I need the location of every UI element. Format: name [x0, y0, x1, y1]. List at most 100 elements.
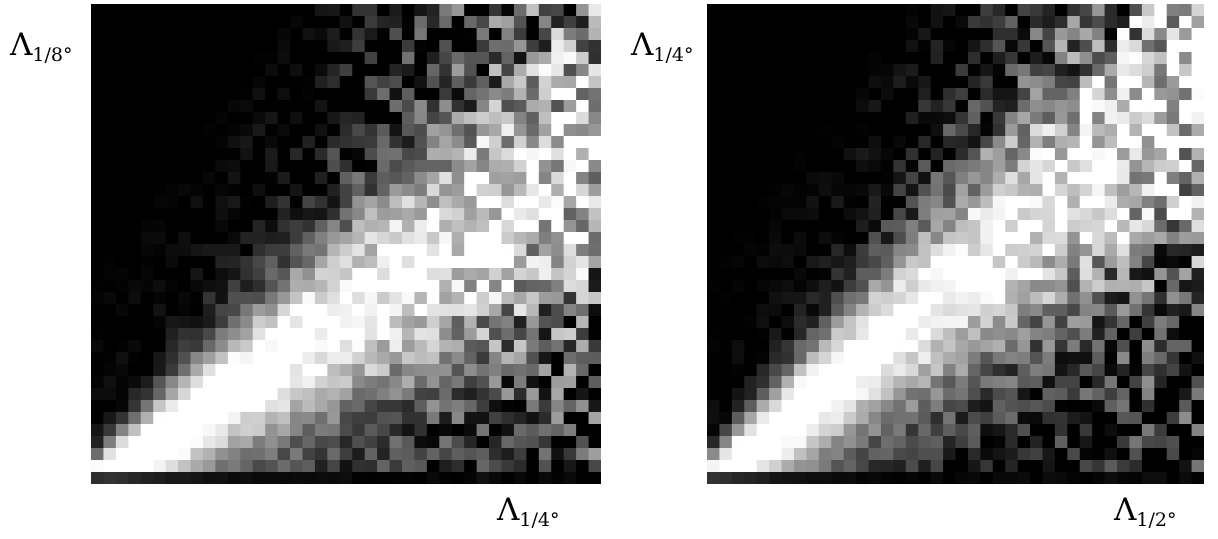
- heatmap-cell: [153, 64, 167, 77]
- heatmap-cell: [930, 172, 944, 185]
- heatmap-cell: [781, 304, 795, 317]
- heatmap-cell: [91, 256, 105, 269]
- heatmap-cell: [806, 280, 820, 293]
- heatmap-cell: [856, 256, 870, 269]
- heatmap-cell: [1141, 40, 1155, 53]
- heatmap-cell: [1054, 352, 1068, 365]
- heatmap-cell: [588, 244, 601, 257]
- heatmap-cell: [339, 424, 353, 437]
- heatmap-cell: [513, 4, 527, 17]
- heatmap-cell: [1042, 460, 1056, 473]
- heatmap-cell: [526, 100, 540, 113]
- heatmap-cell: [401, 40, 416, 53]
- heatmap-cell: [526, 400, 540, 413]
- heatmap-cell: [769, 172, 783, 185]
- heatmap-cell: [1067, 220, 1081, 233]
- heatmap-cell: [1042, 196, 1056, 209]
- heatmap-cell: [719, 424, 733, 437]
- heatmap-cell: [893, 268, 907, 281]
- heatmap-cell: [576, 52, 590, 65]
- heatmap-cell: [744, 472, 758, 484]
- heatmap-cell: [980, 52, 994, 65]
- heatmap-cell: [153, 112, 167, 125]
- heatmap-cell: [91, 472, 105, 484]
- heatmap-cell: [128, 244, 142, 257]
- heatmap-cell: [868, 460, 882, 473]
- heatmap-cell: [240, 28, 254, 41]
- heatmap-cell: [339, 412, 353, 425]
- heatmap-cell: [1005, 232, 1019, 245]
- heatmap-cell: [414, 424, 428, 437]
- heatmap-cell: [1079, 196, 1093, 209]
- heatmap-cell: [806, 304, 820, 317]
- heatmap-cell: [930, 388, 944, 401]
- heatmap-cell: [1005, 136, 1019, 149]
- heatmap-cell: [905, 136, 919, 149]
- heatmap-cell: [377, 184, 391, 197]
- heatmap-cell: [967, 328, 981, 341]
- heatmap-cell: [731, 100, 745, 113]
- heatmap-cell: [1005, 52, 1019, 65]
- heatmap-cell: [215, 76, 229, 89]
- heatmap-cell: [91, 280, 105, 293]
- heatmap-cell: [1030, 232, 1044, 245]
- heatmap-cell: [314, 52, 328, 65]
- heatmap-cell: [103, 388, 117, 401]
- heatmap-cell: [128, 364, 142, 377]
- heatmap-cell: [1054, 340, 1068, 353]
- heatmap-cell: [464, 208, 478, 221]
- heatmap-cell: [868, 4, 882, 17]
- heatmap-cell: [140, 328, 154, 341]
- heatmap-cell: [1117, 280, 1131, 293]
- heatmap-cell: [352, 244, 366, 257]
- heatmap-cell: [265, 220, 279, 233]
- heatmap-cell: [526, 64, 540, 77]
- heatmap-cell: [352, 100, 366, 113]
- heatmap-cell: [103, 364, 117, 377]
- heatmap-cell: [414, 28, 428, 41]
- heatmap-cell: [1191, 424, 1204, 437]
- heatmap-cell: [140, 400, 154, 413]
- heatmap-cell: [153, 136, 167, 149]
- heatmap-cell: [955, 172, 969, 185]
- heatmap-cell: [918, 244, 932, 257]
- heatmap-cell: [769, 4, 783, 17]
- heatmap-cell: [352, 460, 366, 473]
- heatmap-cell: [1005, 244, 1019, 257]
- heatmap-cell: [91, 412, 105, 425]
- heatmap-cell: [464, 220, 478, 233]
- heatmap-cell: [202, 196, 216, 209]
- heatmap-cell: [1166, 376, 1180, 389]
- heatmap-cell: [1117, 352, 1131, 365]
- heatmap-cell: [1191, 472, 1204, 484]
- heatmap-cell: [1030, 448, 1044, 461]
- heatmap-cell: [513, 280, 527, 293]
- heatmap-cell: [806, 352, 820, 365]
- heatmap-cell: [1067, 316, 1081, 329]
- heatmap-cell: [389, 460, 403, 473]
- heatmap-cell: [1117, 208, 1131, 221]
- heatmap-cell: [389, 4, 403, 17]
- heatmap-cell: [128, 208, 142, 221]
- heatmap-cell: [843, 124, 857, 137]
- heatmap-cell: [1030, 4, 1044, 17]
- heatmap-cell: [719, 88, 733, 101]
- heatmap-cell: [115, 100, 129, 113]
- heatmap-cell: [980, 292, 994, 305]
- heatmap-cell: [563, 280, 577, 293]
- heatmap-cell: [1030, 148, 1044, 161]
- heatmap-cell: [707, 64, 721, 77]
- heatmap-cell: [1067, 448, 1081, 461]
- heatmap-cell: [793, 292, 808, 305]
- heatmap-cell: [719, 220, 733, 233]
- heatmap-cell: [489, 100, 503, 113]
- heatmap-cell: [526, 448, 540, 461]
- heatmap-cell: [215, 88, 229, 101]
- heatmap-cell: [1092, 52, 1106, 65]
- heatmap-cell: [265, 256, 279, 269]
- heatmap-cell: [1079, 136, 1093, 149]
- heatmap-cell: [1067, 52, 1081, 65]
- heatmap-cell: [1154, 172, 1168, 185]
- heatmap-cell: [707, 280, 721, 293]
- heatmap-cell: [943, 472, 957, 484]
